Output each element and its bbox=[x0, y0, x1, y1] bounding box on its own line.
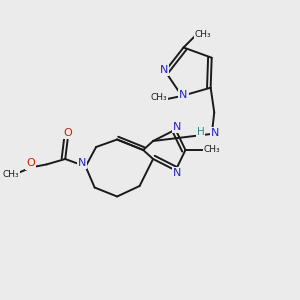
Text: N: N bbox=[179, 90, 188, 100]
Text: H: H bbox=[196, 127, 204, 137]
Text: N: N bbox=[160, 64, 168, 75]
Text: CH₃: CH₃ bbox=[150, 93, 167, 102]
Text: CH₃: CH₃ bbox=[194, 30, 211, 39]
Text: N: N bbox=[173, 122, 182, 132]
Text: N: N bbox=[78, 158, 86, 168]
Text: N: N bbox=[211, 128, 219, 138]
Text: O: O bbox=[26, 158, 35, 169]
Text: CH₃: CH₃ bbox=[2, 170, 19, 179]
Text: CH₃: CH₃ bbox=[203, 146, 220, 154]
Text: N: N bbox=[173, 168, 182, 178]
Text: O: O bbox=[63, 128, 72, 138]
